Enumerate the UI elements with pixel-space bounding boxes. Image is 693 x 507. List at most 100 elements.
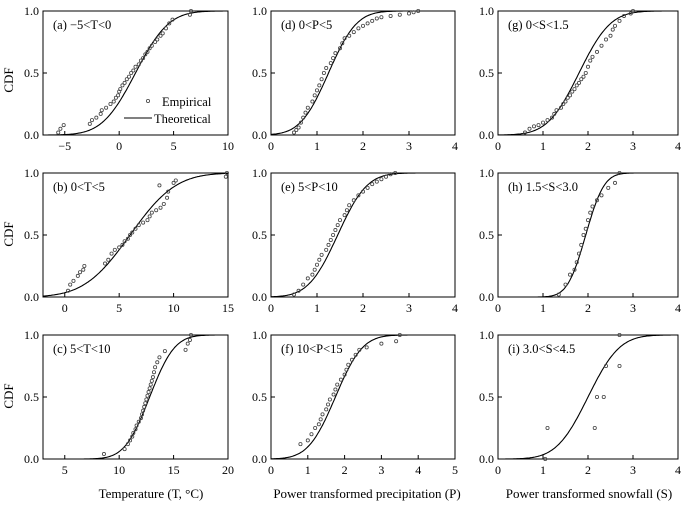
theoretical-curve [43,11,228,135]
empirical-point [173,178,178,183]
empirical-point [128,232,133,237]
empirical-point [568,272,573,277]
x-tick-label: 0 [495,463,501,477]
legend-theoretical-label: Theoretical [154,112,211,126]
y-tick-label: 0.0 [479,452,494,466]
empirical-point [326,402,331,407]
empirical-point [98,111,103,116]
empirical-point [143,401,148,406]
y-tick-label: 1.0 [479,328,494,342]
y-tick-label: 0.0 [252,128,267,142]
empirical-point [118,87,123,92]
empirical-point [374,179,379,184]
empirical-point [570,89,575,94]
empirical-point [613,180,618,185]
empirical-point [342,36,347,41]
empirical-point [388,172,393,177]
legend-empirical-label: Empirical [162,95,212,109]
empirical-point [131,430,136,435]
panel-c: 5 10 15 20 0.0 0.5 1.0 (c) 5<T<10 [24,328,234,477]
empirical-point [601,394,606,399]
empirical-point [604,37,609,42]
panel-title: (a) −5<T<0 [53,18,111,32]
x-tick-label: 4 [675,139,681,153]
empirical-point [101,452,106,457]
legend-empirical-marker [145,99,150,104]
panel-title: (h) 1.5<S<3.0 [508,180,578,194]
empirical-point [344,367,349,372]
empirical-point [149,43,154,48]
panel-title: (f) 10<P<15 [281,342,343,356]
empirical-point [144,397,149,402]
theoretical-curve [498,173,678,297]
empirical-point [94,115,99,120]
empirical-point [527,126,532,131]
y-tick-label: 0.0 [24,290,39,304]
empirical-point [149,378,154,383]
empirical-point [163,26,168,31]
empirical-point [130,230,135,235]
empirical-point [574,260,579,265]
empirical-point [166,189,171,194]
x-tick-label: 0 [62,301,68,315]
empirical-point [321,71,326,76]
panel-e: 0 1 2 3 4 0.0 0.5 1.0 (e) 5<P<10 [252,166,458,315]
empirical-point [309,432,314,437]
empirical-point [335,382,340,387]
empirical-point [298,442,303,447]
empirical-point [124,77,129,82]
x-tick-label: 10 [113,463,125,477]
empirical-point [66,288,71,293]
panel-title: (i) 3.0<S<4.5 [508,342,575,356]
empirical-point [130,434,135,439]
empirical-point [397,12,402,17]
empirical-point [148,382,153,387]
empirical-point [160,31,165,36]
empirical-point [324,247,329,252]
empirical-point [595,49,600,54]
x-tick-label: 4 [452,139,458,153]
y-tick-label: 1.0 [252,166,267,180]
empirical-point [320,412,325,417]
empirical-point [87,121,92,126]
empirical-point [58,126,63,131]
empirical-point [314,262,319,267]
empirical-point [346,362,351,367]
x-tick-label: 1 [314,301,320,315]
empirical-point [360,189,365,194]
y-tick-label: 0.5 [24,66,39,80]
empirical-point [577,251,582,256]
panel-d: 0 1 2 3 4 0.0 0.5 1.0 (d) 0<P<5 [252,4,458,153]
empirical-point [318,417,323,422]
y-tick-label: 0.5 [479,390,494,404]
empirical-point [138,58,143,63]
empirical-point [142,404,147,409]
empirical-point [631,8,636,13]
empirical-point [310,272,315,277]
x-axis-label-snowfall: Power transformed snowfall (S) [506,486,672,501]
panel-title: (c) 5<T<10 [53,342,110,356]
y-tick-label: 0.5 [252,228,267,242]
empirical-point [145,49,150,54]
empirical-point [171,180,176,185]
x-tick-label: 5 [452,463,458,477]
empirical-point [136,223,141,228]
x-tick-label: 0 [495,139,501,153]
x-tick-label: 3 [406,301,412,315]
x-tick-label: 5 [62,463,68,477]
empirical-point [313,425,318,430]
x-tick-label: 2 [360,301,366,315]
empirical-point [143,52,148,57]
panel-title: (g) 0<S<1.5 [508,18,569,32]
empirical-point [337,46,342,51]
panel-g: 0 1 2 3 4 0.0 0.5 1.0 (g) 0<S<1.5 [479,4,681,153]
empirical-point [550,115,555,120]
empirical-point [120,242,125,247]
empirical-point [353,352,358,357]
empirical-point [68,282,73,287]
empirical-point [89,118,94,123]
empirical-point [579,77,584,82]
empirical-point [141,220,146,225]
empirical-point [406,11,411,16]
x-tick-label: 2 [585,463,591,477]
